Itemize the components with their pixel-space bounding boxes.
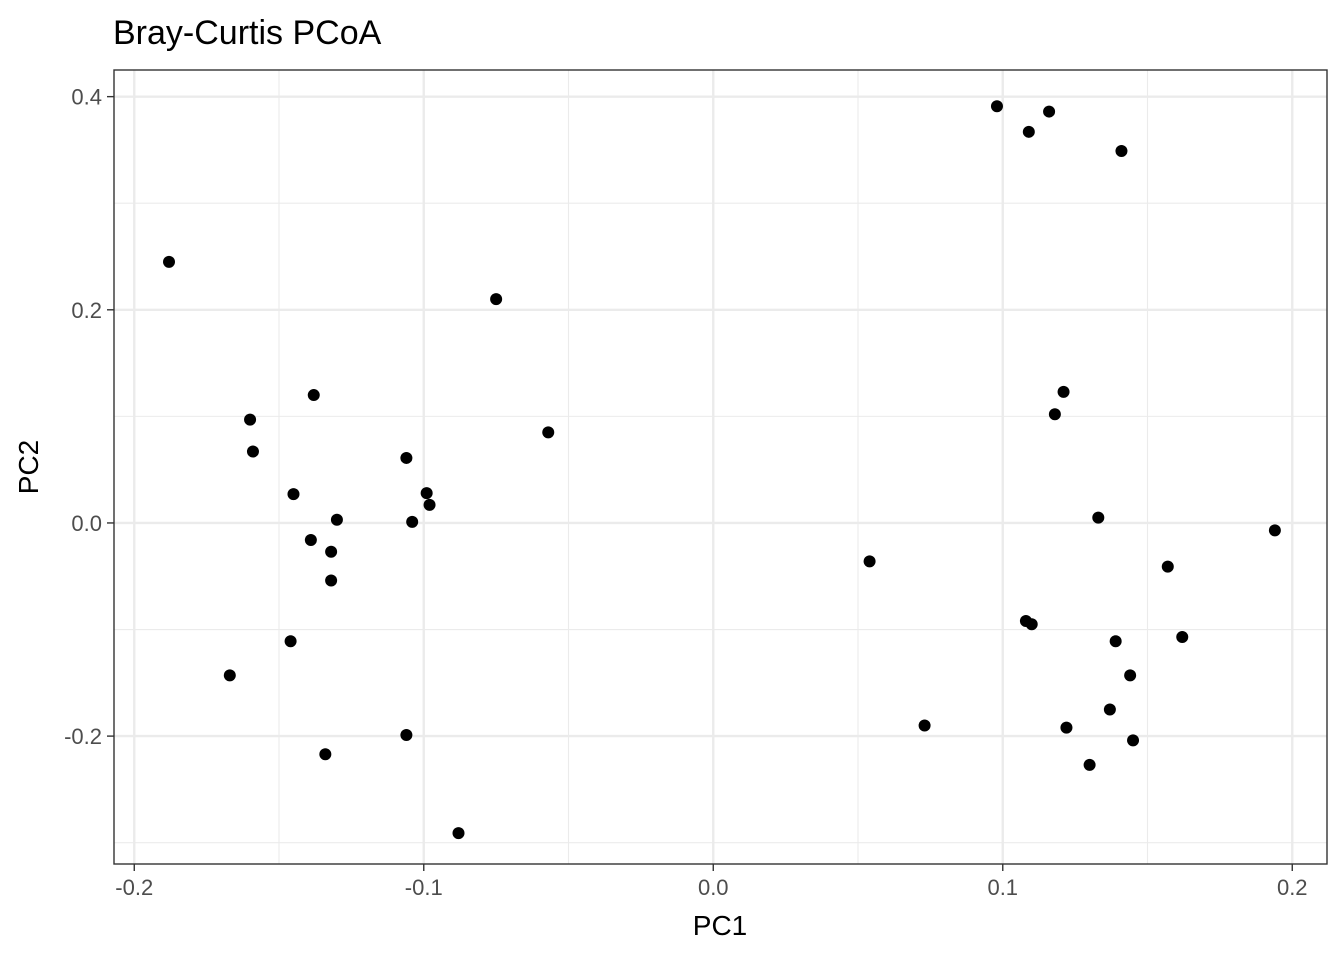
data-point bbox=[400, 451, 413, 464]
data-point bbox=[287, 488, 300, 501]
x-tick-label: 0.1 bbox=[987, 875, 1018, 900]
x-tick-label: -0.2 bbox=[115, 875, 153, 900]
data-point bbox=[918, 719, 931, 732]
data-point bbox=[330, 513, 343, 526]
data-point bbox=[400, 729, 413, 742]
data-point bbox=[325, 545, 338, 558]
data-point bbox=[490, 293, 503, 306]
data-points bbox=[163, 100, 1281, 840]
data-point bbox=[1103, 703, 1116, 716]
data-point bbox=[542, 426, 555, 439]
y-axis: -0.2 0.0 0.2 0.4 bbox=[64, 85, 114, 749]
data-point bbox=[304, 534, 317, 547]
data-point bbox=[319, 748, 332, 761]
data-point bbox=[1043, 105, 1056, 118]
data-point bbox=[1109, 635, 1122, 648]
data-point bbox=[284, 635, 297, 648]
data-point bbox=[244, 413, 257, 426]
y-tick-label: -0.2 bbox=[64, 724, 102, 749]
plot-panel-border bbox=[113, 69, 1328, 865]
data-point bbox=[163, 255, 176, 268]
y-tick-label: 0.2 bbox=[71, 298, 102, 323]
data-point bbox=[1268, 524, 1281, 537]
data-point bbox=[1176, 630, 1189, 643]
x-axis-title: PC1 bbox=[693, 910, 747, 941]
data-point bbox=[423, 498, 436, 511]
minor-gridlines bbox=[114, 70, 1327, 864]
major-gridlines bbox=[114, 70, 1327, 864]
x-axis: -0.2 -0.1 0.0 0.1 0.2 bbox=[115, 864, 1308, 900]
data-point bbox=[990, 100, 1003, 113]
data-point bbox=[1127, 734, 1140, 747]
data-point bbox=[325, 574, 338, 587]
data-point bbox=[1092, 511, 1105, 524]
y-tick-label: 0.4 bbox=[71, 85, 102, 110]
data-point bbox=[307, 389, 320, 402]
data-point bbox=[1048, 408, 1061, 421]
data-point bbox=[1115, 144, 1128, 157]
data-point bbox=[1057, 385, 1070, 398]
x-tick-label: -0.1 bbox=[405, 875, 443, 900]
data-point bbox=[246, 445, 259, 458]
data-point bbox=[1060, 721, 1073, 734]
data-point bbox=[420, 487, 433, 500]
data-point bbox=[223, 669, 236, 682]
x-tick-label: 0.2 bbox=[1277, 875, 1308, 900]
x-tick-label: 0.0 bbox=[698, 875, 729, 900]
data-point bbox=[1124, 669, 1137, 682]
data-point bbox=[1022, 125, 1035, 138]
data-point bbox=[1083, 758, 1096, 771]
chart-title: Bray-Curtis PCoA bbox=[113, 14, 382, 52]
data-point bbox=[1161, 560, 1174, 573]
data-point bbox=[863, 555, 876, 568]
data-point bbox=[452, 827, 465, 840]
y-tick-label: 0.0 bbox=[71, 511, 102, 536]
data-point bbox=[1025, 618, 1038, 631]
data-point bbox=[406, 515, 419, 528]
y-axis-title: PC2 bbox=[13, 440, 44, 494]
